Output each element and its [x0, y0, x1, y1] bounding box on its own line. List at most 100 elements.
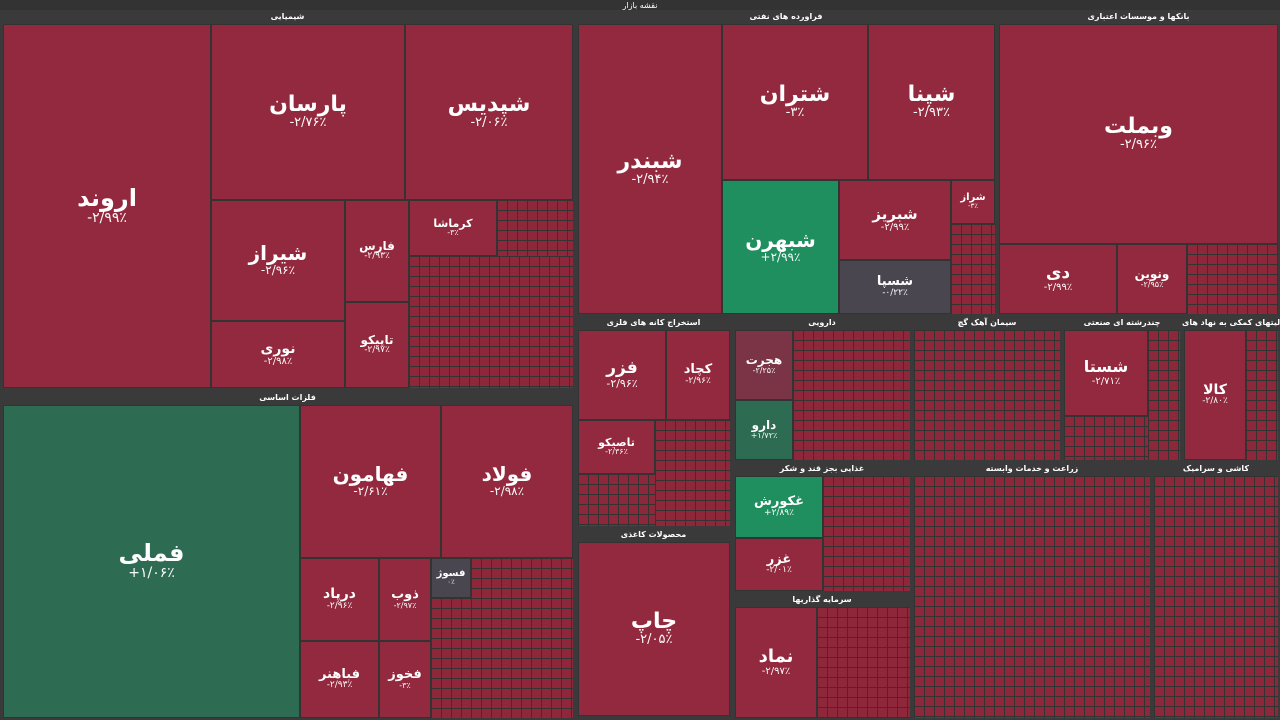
tile-shiraz[interactable]: شیراز -۲/۹۶٪ — [211, 200, 345, 321]
small-tiles-grid — [951, 224, 995, 314]
sector-title-cement: سیمان آهک گچ — [957, 318, 1017, 327]
sector-title-agri: زراعت و خدمات وابسته — [985, 464, 1079, 473]
tile-name: شبندر — [617, 149, 683, 175]
tile-hojrat[interactable]: هجرت -۲/۲۵٪ — [735, 330, 793, 400]
tile-parsan[interactable]: پارسان -۲/۷۶٪ — [211, 24, 405, 200]
tile-name: وبملت — [1104, 114, 1173, 140]
sector-food: غذایی بجز قند و شکر غکورش +۲/۸۹٪ غزر -۲/… — [732, 462, 912, 593]
tile-name: شبریز — [872, 204, 918, 223]
tile-kermasha[interactable]: کرماشا -۳٪ — [409, 200, 497, 256]
tile-kechad[interactable]: کچاد -۲/۹۶٪ — [666, 330, 730, 420]
tile-percent: -۲/۹۶٪ — [606, 376, 638, 390]
tile-chap[interactable]: چاپ -۲/۰۵٪ — [578, 542, 730, 716]
small-tiles-grid — [793, 330, 910, 460]
tile-percent: +۱/۰۶٪ — [128, 565, 175, 582]
tile-name: شسپا — [876, 274, 914, 290]
tile-dariyad[interactable]: درپاد -۲/۹۶٪ — [300, 558, 379, 641]
sector-title-chemical: شیمیایی — [270, 12, 305, 21]
tile-percent: -۲/۹۳٪ — [364, 251, 390, 262]
tile-percent: -۲/۹۴٪ — [631, 172, 669, 188]
tile-percent: -۲/۹۹٪ — [880, 222, 910, 234]
tile-famli[interactable]: فملی +۱/۰۶٪ — [3, 405, 300, 718]
tile-name: اروند — [77, 183, 137, 212]
tile-noori[interactable]: نوری -۲/۹۸٪ — [211, 321, 345, 388]
tile-percent: -۲/۷۱٪ — [1091, 375, 1121, 387]
tile-percent: -۲/۰۶٪ — [470, 115, 508, 131]
tile-daroo[interactable]: دارو +۱/۷۲٪ — [735, 400, 793, 460]
tile-percent: -۲/۰۱٪ — [766, 565, 792, 576]
tile-shasta[interactable]: شستا -۲/۷۱٪ — [1064, 330, 1148, 416]
tile-fahamoon[interactable]: فهامون -۲/۶۱٪ — [300, 405, 441, 558]
sector-ceramic: کاشی و سرامیک — [1152, 462, 1280, 720]
tile-name: نماد — [758, 645, 794, 667]
tile-nemad[interactable]: نماد -۲/۹۷٪ — [735, 607, 817, 718]
sector-title-metals: فلزات اساسی — [259, 393, 316, 402]
tile-shepna[interactable]: شپنا -۲/۹۳٪ — [868, 24, 995, 180]
tile-name: شپدیس — [447, 92, 531, 118]
sector-pharma: دارویی هجرت -۲/۲۵٪ دارو +۱/۷۲٪ — [732, 316, 912, 462]
tile-percent: -۲/۹۷٪ — [761, 666, 791, 678]
small-tiles-grid — [497, 200, 573, 256]
tile-sheraz[interactable]: شراز -۳٪ — [951, 180, 995, 224]
small-tiles-grid — [471, 558, 573, 718]
sector-title-pharma: دارویی — [808, 318, 836, 327]
tile-vebmelat[interactable]: وبملت -۲/۹۶٪ — [999, 24, 1278, 244]
sector-investment: سرمایه گذاریها نماد -۲/۹۷٪ — [732, 593, 912, 720]
sector-title-holding: فعالیتهای کمکی به نهاد های — [1182, 318, 1280, 327]
small-tiles-grid — [914, 476, 1150, 718]
tile-foolad[interactable]: فولاد -۲/۹۸٪ — [441, 405, 573, 558]
tile-fesooz[interactable]: فسوژ ۰٪ — [431, 558, 471, 598]
tile-percent: -۲/۹۸٪ — [263, 356, 293, 368]
tile-percent: -۲/۶۱٪ — [353, 484, 388, 499]
tile-dey[interactable]: دی -۲/۹۹٪ — [999, 244, 1117, 314]
tile-shespa[interactable]: شسپا -۰/۲۲٪ — [839, 260, 951, 314]
tile-percent: +۲/۹۹٪ — [760, 249, 801, 264]
tile-percent: -۲/۹۷٪ — [364, 345, 390, 356]
tile-ghakoorosh[interactable]: غکورش +۲/۸۹٪ — [735, 476, 823, 538]
sector-banks: بانکها و موسسات اعتباری وبملت -۲/۹۶٪ دی … — [997, 10, 1280, 316]
small-tiles-grid — [578, 474, 655, 526]
tile-name: شستا — [1083, 357, 1129, 377]
tile-fabahnar[interactable]: فباهنر -۲/۹۳٪ — [300, 641, 379, 718]
tile-zob[interactable]: ذوب -۲/۹۷٪ — [379, 558, 431, 641]
tile-fars[interactable]: فارس -۲/۹۳٪ — [345, 200, 409, 302]
tile-shabandar[interactable]: شبندر -۲/۹۴٪ — [578, 24, 722, 314]
tile-percent: -۰/۲۲٪ — [882, 287, 908, 298]
tile-percent: +۱/۷۲٪ — [750, 430, 778, 440]
tile-tasico[interactable]: تاصیکو -۲/۳۶٪ — [578, 420, 655, 474]
sector-refinery: فراورده های نفتی شبندر -۲/۹۴٪ شتران -۳٪ … — [575, 10, 997, 316]
tile-name: چاپ — [630, 609, 678, 635]
sector-metals: فلزات اساسی فملی +۱/۰۶٪ فهامون -۲/۶۱٪ فو… — [0, 391, 575, 720]
small-tiles-grid — [1064, 416, 1148, 460]
tile-fazar[interactable]: فزر -۲/۹۶٪ — [578, 330, 666, 420]
tile-ghazar[interactable]: غزر -۲/۰۱٪ — [735, 538, 823, 591]
tile-percent: -۳٪ — [447, 228, 459, 238]
small-tiles-grid — [817, 607, 910, 718]
tile-name: تاپیکو — [360, 332, 394, 347]
tile-percent: -۲/۹۷٪ — [393, 600, 417, 610]
tile-shebriz[interactable]: شبریز -۲/۹۹٪ — [839, 180, 951, 260]
tile-shetran[interactable]: شتران -۳٪ — [722, 24, 868, 180]
tile-percent: -۲/۹۳٪ — [326, 680, 353, 691]
small-tiles-grid — [1246, 330, 1278, 460]
sector-title-mining: استخراج کانه های فلزی — [606, 318, 701, 327]
tile-shebehran[interactable]: شبهرن +۲/۹۹٪ — [722, 180, 839, 314]
tile-tapico[interactable]: تاپیکو -۲/۹۷٪ — [345, 302, 409, 388]
tile-arvand[interactable]: اروند -۲/۹۹٪ — [3, 24, 211, 388]
page-title: نقشه بازار — [622, 1, 658, 10]
sector-paper: محصولات کاغذی چاپ -۲/۰۵٪ — [575, 528, 732, 720]
tile-percent: -۲/۹۶٪ — [260, 263, 296, 278]
sector-multi: چندرشته ای صنعتی شستا -۲/۷۱٪ — [1062, 316, 1182, 462]
tile-fakhooz[interactable]: فخوز -۳٪ — [379, 641, 431, 718]
tile-vanovin[interactable]: ونوین -۲/۹۵٪ — [1117, 244, 1187, 314]
sector-title-refinery: فراورده های نفتی — [749, 12, 823, 21]
tile-name: دی — [1045, 262, 1071, 283]
tile-kala[interactable]: کالا -۲/۸۰٪ — [1184, 330, 1246, 460]
tile-percent: -۲/۹۶٪ — [1119, 137, 1157, 153]
tile-percent: -۲/۹۹٪ — [87, 209, 127, 226]
tile-name: ونوین — [1134, 267, 1170, 282]
tile-percent: -۲/۹۸٪ — [489, 484, 525, 499]
tile-name: تاصیکو — [598, 435, 635, 449]
tile-shepdis[interactable]: شپدیس -۲/۰۶٪ — [405, 24, 573, 200]
tile-name: هجرت — [745, 353, 783, 368]
